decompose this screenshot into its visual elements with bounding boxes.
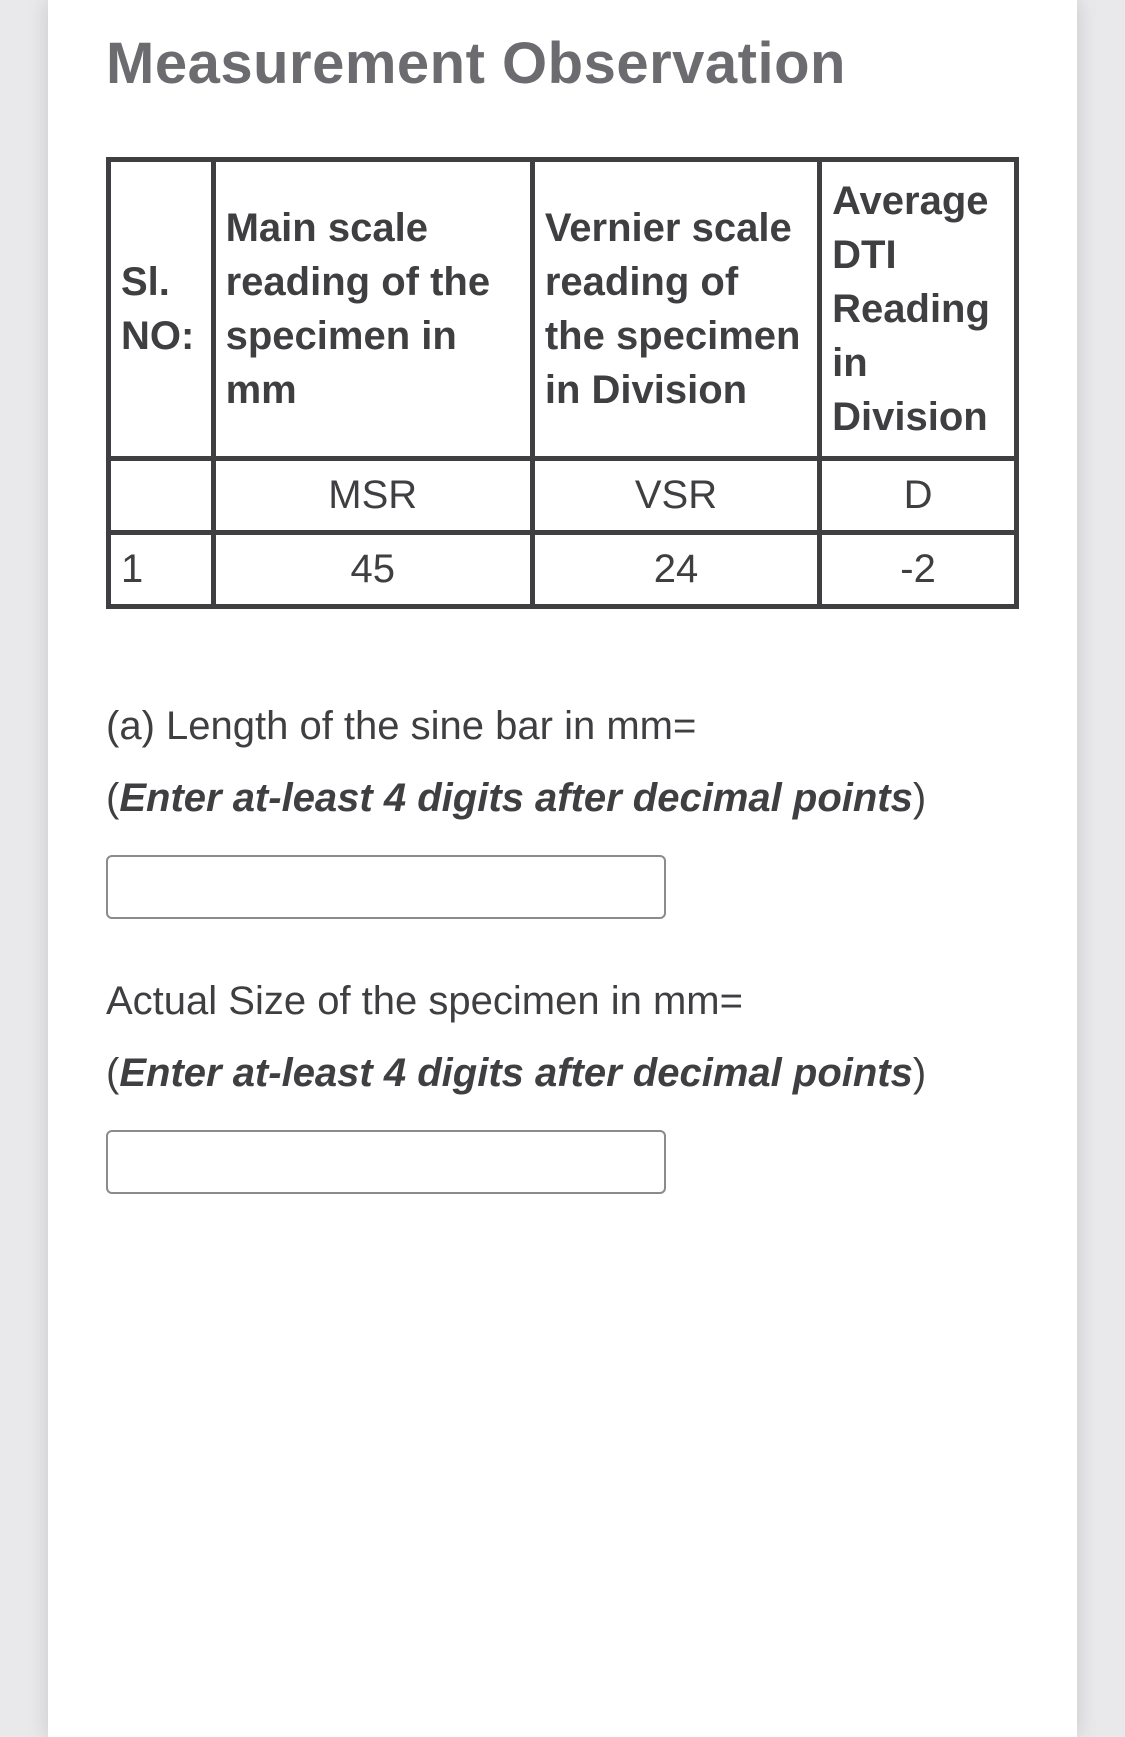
question-b-hint: (Enter at-least 4 digits after decimal p… xyxy=(106,1046,1019,1100)
header-sl: Sl. NO: xyxy=(109,160,214,459)
subheader-sl xyxy=(109,459,214,533)
table-header-row: Sl. NO: Main scale reading of the specim… xyxy=(109,160,1017,459)
table-subheader-row: MSR VSR D xyxy=(109,459,1017,533)
question-b-prompt: Actual Size of the specimen in mm= xyxy=(106,974,1019,1028)
actual-size-input[interactable] xyxy=(106,1130,666,1194)
cell-d: -2 xyxy=(820,533,1017,607)
page-title: Measurement Observation xyxy=(106,30,1019,97)
question-a-hint: (Enter at-least 4 digits after decimal p… xyxy=(106,771,1019,825)
hint-italic: Enter at-least 4 digits after decimal po… xyxy=(119,776,913,820)
page: Measurement Observation Sl. NO: Main sca… xyxy=(0,0,1125,1737)
header-vsr: Vernier scale reading of the specimen in… xyxy=(532,160,819,459)
hint-prefix: ( xyxy=(106,1051,119,1095)
length-sine-bar-input[interactable] xyxy=(106,855,666,919)
table-row: 1 45 24 -2 xyxy=(109,533,1017,607)
cell-msr: 45 xyxy=(213,533,532,607)
header-msr: Main scale reading of the specimen in mm xyxy=(213,160,532,459)
subheader-vsr: VSR xyxy=(532,459,819,533)
subheader-msr: MSR xyxy=(213,459,532,533)
question-a-prompt: (a) Length of the sine bar in mm= xyxy=(106,699,1019,753)
observation-table: Sl. NO: Main scale reading of the specim… xyxy=(106,157,1019,609)
hint-italic: Enter at-least 4 digits after decimal po… xyxy=(119,1051,913,1095)
card: Measurement Observation Sl. NO: Main sca… xyxy=(48,0,1077,1737)
hint-prefix: ( xyxy=(106,776,119,820)
subheader-d: D xyxy=(820,459,1017,533)
question-a: (a) Length of the sine bar in mm= (Enter… xyxy=(106,699,1019,919)
hint-suffix: ) xyxy=(913,1051,926,1095)
cell-sl: 1 xyxy=(109,533,214,607)
cell-vsr: 24 xyxy=(532,533,819,607)
question-b: Actual Size of the specimen in mm= (Ente… xyxy=(106,974,1019,1194)
header-d: Average DTI Reading in Division xyxy=(820,160,1017,459)
hint-suffix: ) xyxy=(913,776,926,820)
